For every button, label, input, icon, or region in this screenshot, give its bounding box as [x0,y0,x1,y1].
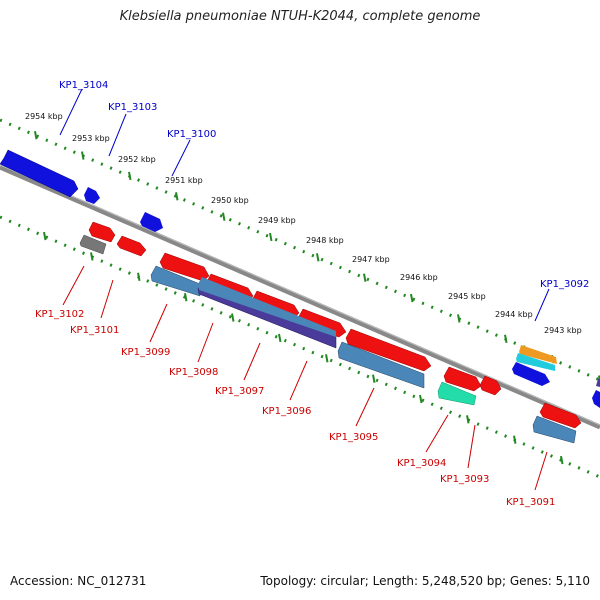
major-tick [81,151,85,160]
upper-tick-track [0,118,600,382]
major-tick [137,272,141,281]
cds-steel-3 [337,341,425,389]
label-kp1-3091: KP1_3091 [506,497,555,508]
cds-steel-4 [532,415,577,444]
gene-kp1-3091 [539,402,582,429]
topology-text: Topology: circular; Length: 5,248,520 bp… [260,574,590,588]
major-tick [316,253,320,262]
major-tick [90,252,94,261]
label-kp1-3098: KP1_3098 [169,367,218,378]
label-kp1-3100: KP1_3100 [167,129,216,140]
label-kp1-3092: KP1_3092 [540,279,589,290]
map-title: Klebsiella pneumoniae NTUH-K2044, comple… [119,9,481,24]
gene-orange [519,345,557,364]
kbp-label: 2950 kbp [211,196,249,205]
forward-genes [0,149,600,408]
major-tick [34,130,38,140]
cds-teal [437,381,477,406]
major-tick [175,192,179,201]
kbp-label: 2946 kbp [400,273,438,282]
major-tick [128,171,132,181]
major-tick [410,293,414,303]
kbp-label: 2945 kbp [448,292,486,301]
leader-lines [59,88,550,491]
label-kp1-3094: KP1_3094 [397,458,446,469]
feature-labels: KP1_3104 KP1_3103 KP1_3100 KP1_3092 KP1_… [35,80,589,508]
label-kp1-3103: KP1_3103 [108,102,157,113]
kbp-label: 2953 kbp [72,134,110,143]
label-kp1-3102: KP1_3102 [35,309,84,320]
major-tick [560,455,564,465]
gene-kp1-3101 [116,235,147,257]
kbp-label: 2944 kbp [495,310,533,319]
upper-major-ticks [34,130,600,384]
label-kp1-3101: KP1_3101 [70,325,119,336]
major-tick [513,435,517,444]
genome-backbone [0,164,600,430]
major-tick [372,374,376,383]
major-tick [363,273,367,282]
major-tick [457,314,461,323]
major-tick [278,333,282,343]
major-tick [466,415,470,424]
kbp-label: 2948 kbp [306,236,344,245]
major-tick [43,231,47,241]
gene-kp1-3104 [0,149,79,198]
kbp-label: 2943 kbp [544,326,582,335]
gene-cyan [516,353,555,371]
major-tick [184,292,188,302]
label-kp1-3099: KP1_3099 [121,347,170,358]
gene-pseudo-gray [79,234,107,255]
major-tick [269,232,273,242]
reverse-genes [79,221,582,444]
gene-kp1-3093 [479,375,502,396]
kbp-label: 2951 kbp [165,176,203,185]
gene-kp1-3092 [512,362,550,386]
major-tick [222,212,226,221]
gene-right-edge [592,390,600,408]
kbp-labels: 2954 kbp 2953 kbp 2952 kbp 2951 kbp 2950… [25,112,582,335]
cds-steel-2 [198,277,336,337]
kbp-label: 2947 kbp [352,255,390,264]
kbp-label: 2952 kbp [118,155,156,164]
label-kp1-3095: KP1_3095 [329,432,378,443]
label-kp1-3096: KP1_3096 [262,406,311,417]
kbp-label: 2949 kbp [258,216,296,225]
gene-kp1-3100 [140,212,163,232]
major-tick [419,394,423,404]
label-kp1-3097: KP1_3097 [215,386,264,397]
major-tick [325,354,329,363]
major-tick [504,334,508,344]
lower-major-ticks [43,231,564,465]
gene-small-right [596,379,600,387]
label-kp1-3104: KP1_3104 [59,80,108,91]
gene-kp1-3099 [159,252,210,282]
gene-kp1-3095 [345,328,432,372]
label-kp1-3093: KP1_3093 [440,474,489,485]
kbp-label: 2954 kbp [25,112,63,121]
gene-kp1-3103 [84,187,100,204]
accession-text: Accession: NC_012731 [10,574,147,588]
major-tick [231,313,235,322]
lower-tick-track [0,215,600,479]
gene-kp1-3102 [88,221,116,243]
